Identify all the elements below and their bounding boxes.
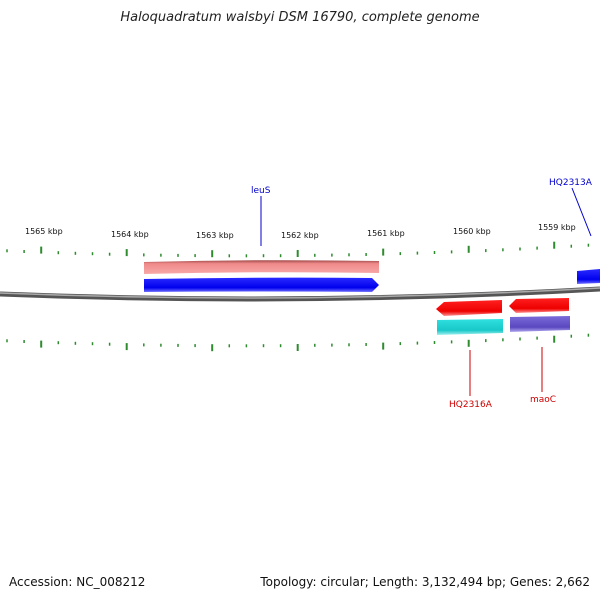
gene-bar-pink[interactable] [144, 260, 379, 274]
scale-label-1561: 1561 kbp [367, 229, 405, 238]
gene-HQ2313A-arrow[interactable] [577, 269, 600, 284]
scale-label-1560: 1560 kbp [453, 227, 491, 236]
gene-maoC-arrow[interactable] [509, 298, 569, 313]
gene-label-leuS[interactable]: leuS [251, 186, 271, 196]
gene-HQ2316A-arrow[interactable] [436, 300, 502, 316]
scale-label-1564: 1564 kbp [111, 230, 149, 239]
genome-backbone-highlight [0, 287, 600, 299]
genome-summary-text: Topology: circular; Length: 3,132,494 bp… [260, 575, 590, 589]
scale-label-1563: 1563 kbp [196, 231, 234, 240]
gene-leuS-arrow[interactable] [144, 277, 379, 292]
accession-text: Accession: NC_008212 [9, 575, 146, 589]
gene-bar-cyan[interactable] [437, 319, 503, 335]
scale-label-1562: 1562 kbp [281, 231, 319, 240]
gene-label-HQ2313A[interactable]: HQ2313A [549, 178, 593, 188]
genome-backbone [0, 286, 600, 302]
gene-bar-purple[interactable] [510, 316, 570, 332]
scale-label-1565: 1565 kbp [25, 227, 63, 236]
HQ2313A-label-line [571, 187, 592, 237]
scale-label-1559: 1559 kbp [538, 223, 576, 232]
gene-label-HQ2316A[interactable]: HQ2316A [449, 400, 493, 410]
scale-ticks-bottom [6, 333, 590, 352]
scale-ticks-top [6, 241, 590, 258]
gene-label-maoC[interactable]: maoC [530, 395, 556, 405]
map-title: Haloquadratum walsbyi DSM 16790, complet… [120, 10, 480, 25]
